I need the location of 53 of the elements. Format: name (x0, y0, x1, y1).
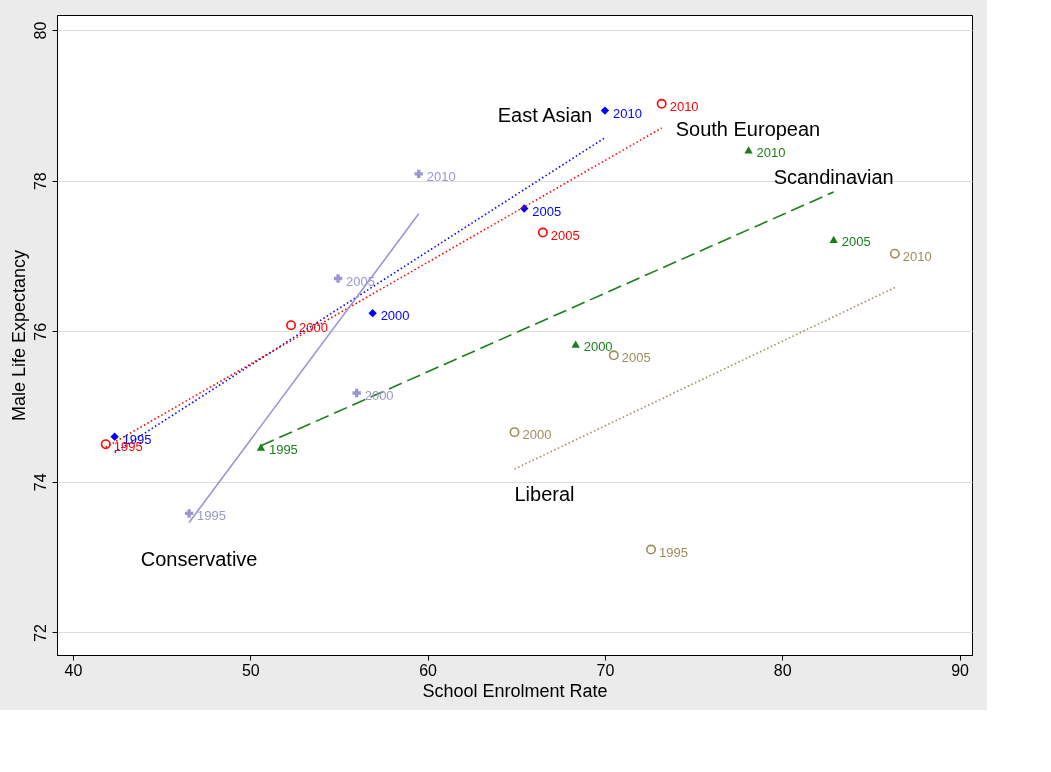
x-tick-label: 50 (241, 661, 260, 679)
point (256, 443, 266, 451)
annotation: 1995 (268, 442, 298, 458)
point (368, 308, 377, 318)
annotation: 1995 (197, 508, 227, 524)
point (744, 146, 753, 154)
annotation: 2000 (380, 308, 410, 324)
point (571, 340, 580, 348)
series-label: Conservative (140, 548, 258, 571)
point (352, 388, 361, 398)
annotation: 1995 (659, 544, 688, 560)
x-tick-label: 40 (64, 661, 83, 679)
point (110, 432, 119, 441)
series-label: East Asian (497, 103, 593, 126)
series-label: Liberal (514, 483, 575, 506)
point (656, 98, 667, 109)
annotation: 2010 (612, 105, 642, 121)
point (333, 274, 343, 283)
annotation: 2010 (902, 248, 932, 264)
series-label: Scandinavian (773, 165, 894, 188)
point (184, 509, 194, 518)
annotation: 2010 (756, 144, 786, 160)
annotation: 2000 (522, 427, 552, 443)
point (600, 106, 610, 115)
annotation: 2010 (669, 98, 699, 114)
point (100, 439, 111, 450)
point (646, 544, 657, 555)
point (414, 169, 423, 179)
point (889, 248, 900, 259)
y-tick-label: 74 (31, 473, 49, 492)
point (829, 235, 838, 243)
x-tick-label: 60 (419, 661, 438, 679)
y-tick-label: 78 (31, 172, 49, 191)
x-axis-title: School Enrolment Rate (422, 680, 608, 701)
point (286, 320, 297, 331)
point (608, 350, 619, 361)
annotation: 2000 (364, 387, 394, 403)
annotation: 2000 (583, 339, 613, 355)
annotation: 2005 (532, 203, 562, 219)
series-label: South European (675, 117, 821, 140)
y-axis-title: Male Life Expectancy (8, 249, 29, 422)
annotation: 2005 (550, 227, 580, 243)
x-tick-label: 80 (773, 661, 792, 679)
y-tick-label: 80 (31, 21, 49, 40)
x-tick-label: 70 (596, 661, 615, 679)
x-tick-label: 90 (951, 661, 970, 679)
annotation: 2005 (841, 234, 871, 250)
annotation: 2010 (426, 168, 456, 184)
point (537, 227, 548, 238)
y-tick-label: 76 (31, 322, 49, 341)
point (509, 427, 520, 438)
y-tick-label: 72 (31, 623, 49, 642)
annotation: 2005 (621, 350, 651, 366)
